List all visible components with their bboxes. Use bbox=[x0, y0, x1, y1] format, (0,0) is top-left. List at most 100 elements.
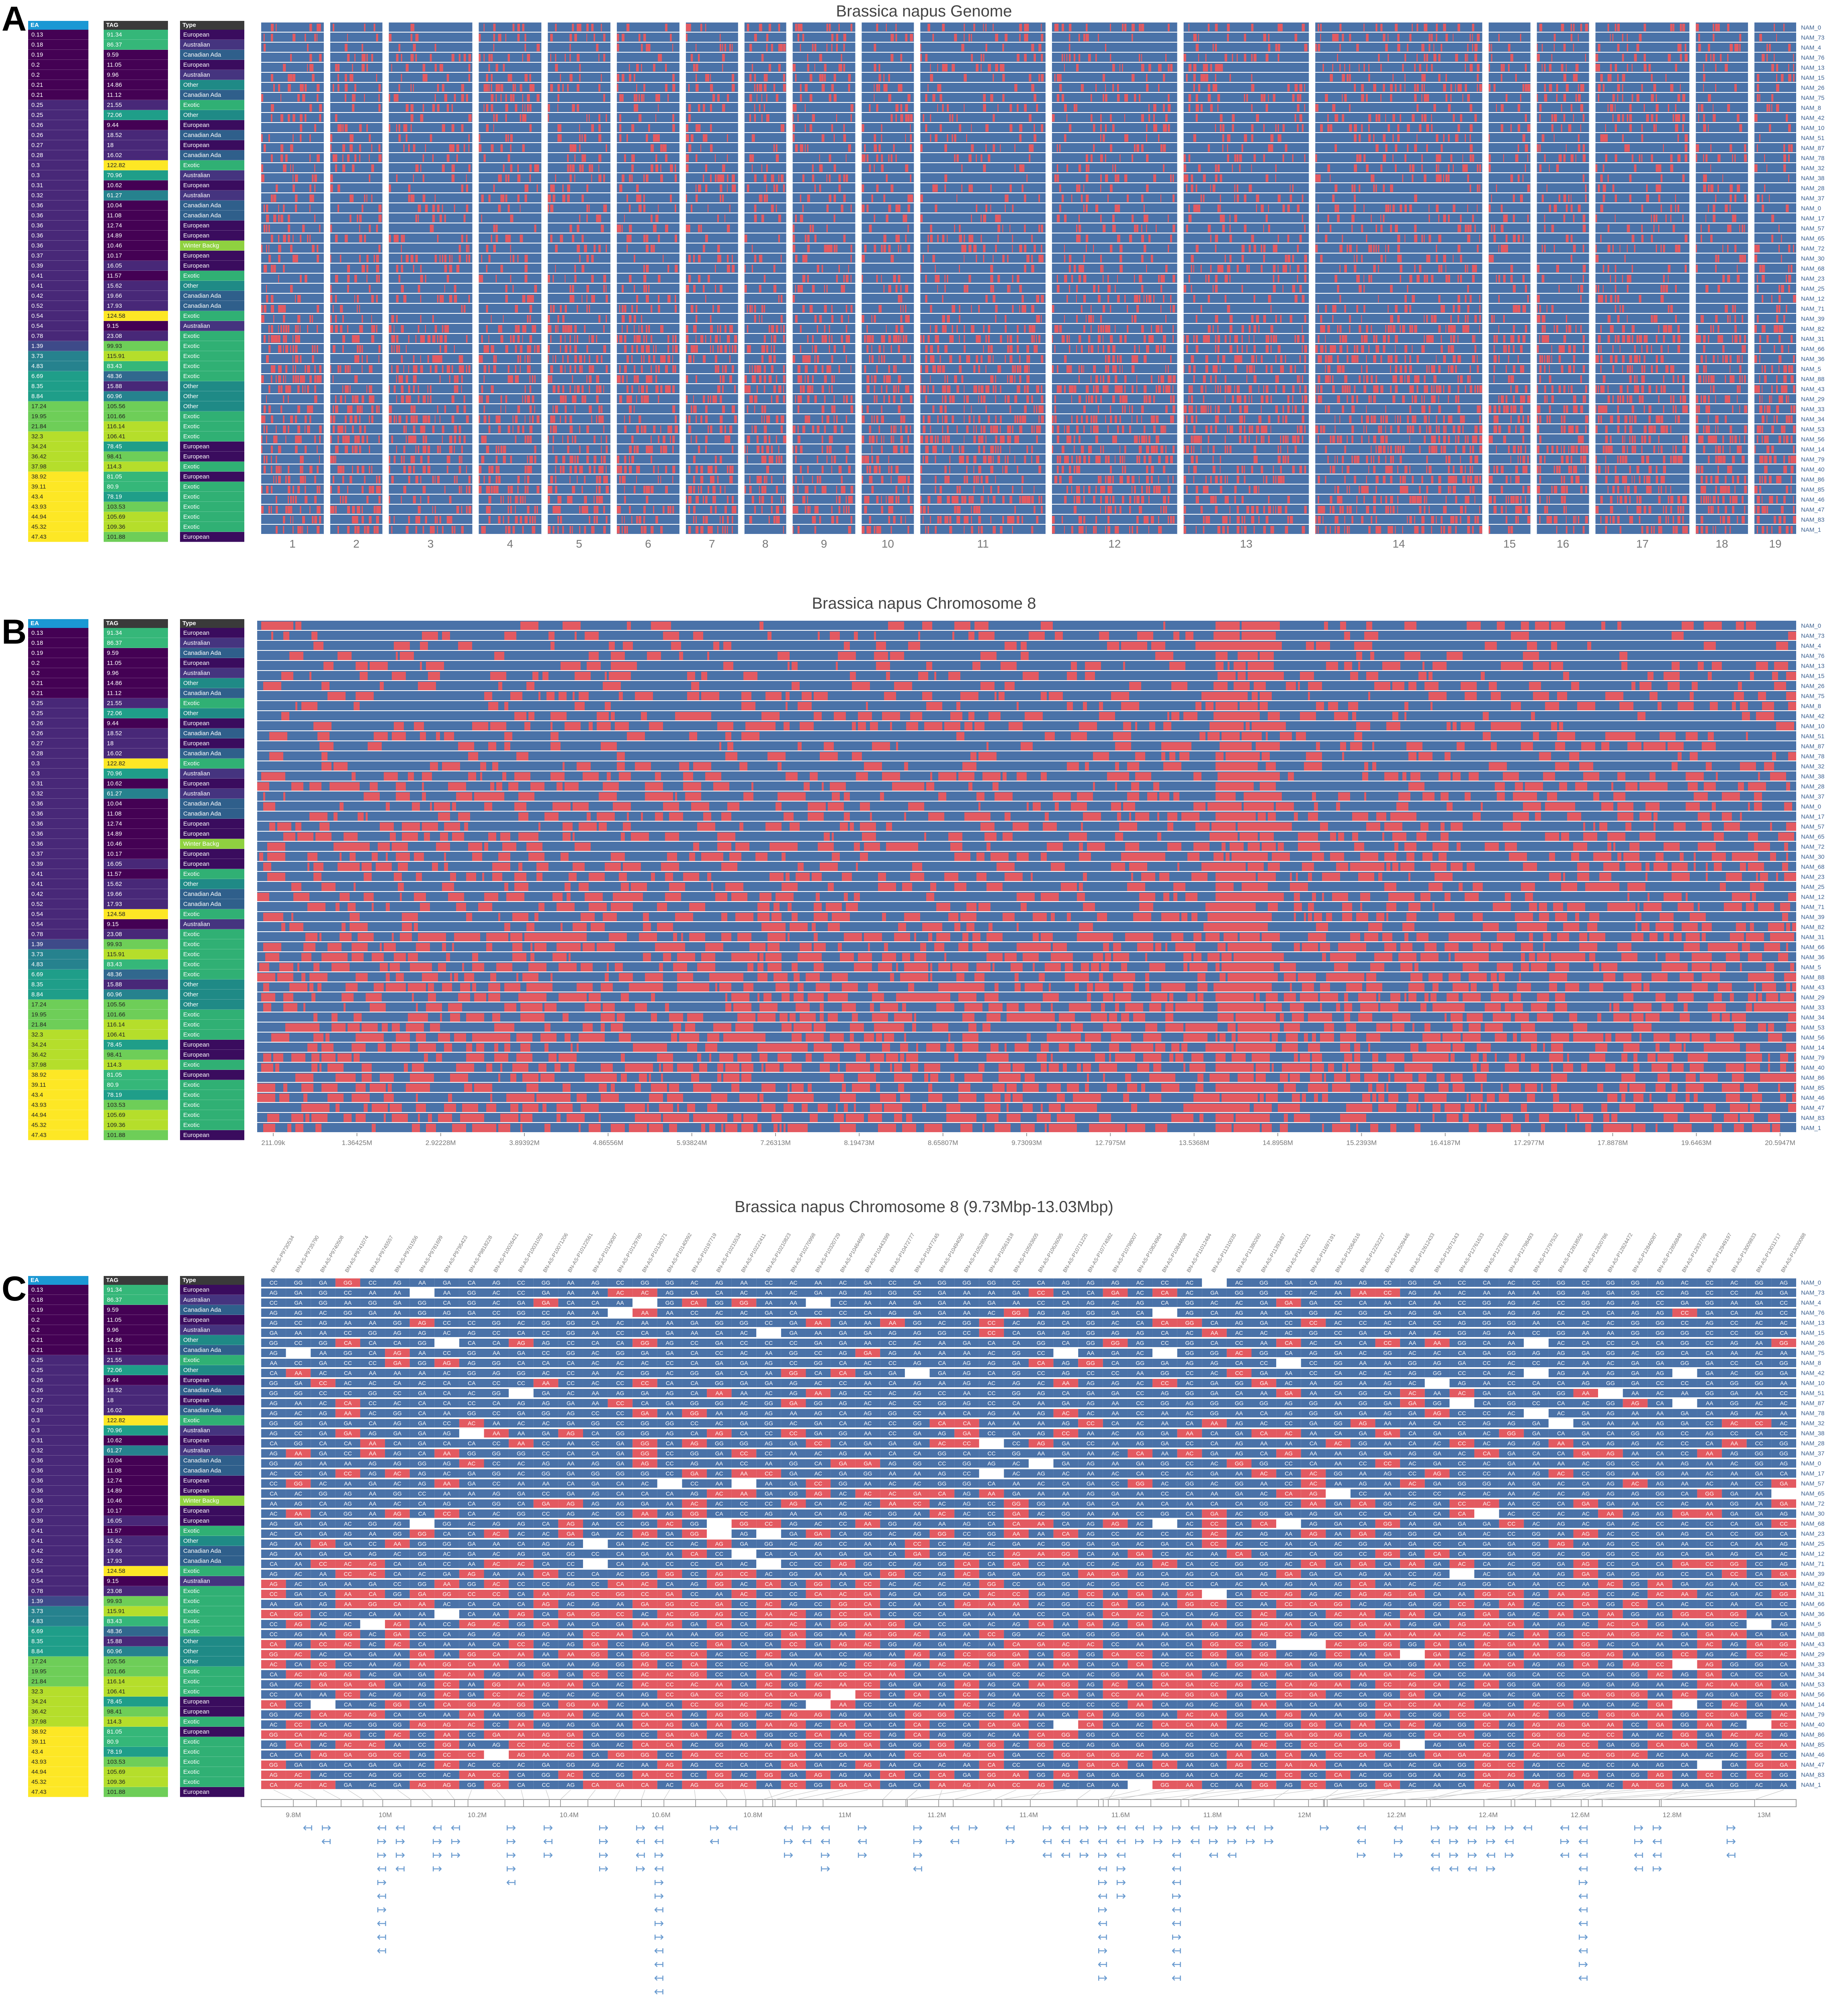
position-tick-label: 14.8958M bbox=[1263, 1139, 1293, 1147]
position-tick-label: 11.8M bbox=[1203, 1811, 1222, 1819]
annotation-cell-type: Other bbox=[180, 110, 244, 120]
annotation-cell-tag: 70.96 bbox=[104, 170, 168, 180]
sample-label: NAM_36 bbox=[1801, 356, 1824, 363]
position-tick-label: 211.09k bbox=[261, 1139, 285, 1147]
annotation-cell-ea: 0.27 bbox=[28, 738, 88, 748]
annotation-cell-tag: 105.56 bbox=[104, 1656, 168, 1667]
chromosome-block bbox=[548, 22, 611, 535]
sample-label: NAM_56 bbox=[1801, 1035, 1824, 1041]
annotation-cell-type: Other bbox=[180, 80, 244, 90]
gene-arrow-icon: ↦ bbox=[1559, 1834, 1570, 1849]
annotation-cell-type: Australian bbox=[180, 321, 244, 331]
sample-label: NAM_85 bbox=[1801, 1085, 1824, 1092]
gene-arrow-icon: ↦ bbox=[1097, 1944, 1107, 1958]
annotation-cell-tag: 48.36 bbox=[104, 969, 168, 979]
annotation-cell-tag: 11.57 bbox=[104, 1526, 168, 1536]
position-tick-label: 10M bbox=[379, 1811, 392, 1819]
sample-label: NAM_0 bbox=[1801, 205, 1821, 212]
gene-arrow-icon: ↤ bbox=[1578, 1971, 1588, 1985]
annotation-header-tag: TAG bbox=[104, 619, 168, 628]
annotation-cell-ea: 0.78 bbox=[28, 1586, 88, 1596]
annotation-cell-tag: 14.89 bbox=[104, 231, 168, 241]
sample-label: NAM_83 bbox=[1801, 517, 1824, 523]
gene-arrow-icon: ↦ bbox=[968, 1821, 978, 1835]
marker-label: BN-AS-P10136371 bbox=[641, 1232, 668, 1273]
annotation-cell-type: Other bbox=[180, 1335, 244, 1345]
gene-arrow-icon: ↦ bbox=[598, 1834, 608, 1849]
annotation-cell-tag: 72.06 bbox=[104, 110, 168, 120]
annotation-cell-type: Exotic bbox=[180, 1415, 244, 1425]
gene-arrow-icon: ↤ bbox=[1578, 1862, 1588, 1876]
annotation-cell-type: Exotic bbox=[180, 1566, 244, 1576]
annotation-cell-tag: 16.05 bbox=[104, 1516, 168, 1526]
gene-arrow-icon: ↦ bbox=[395, 1834, 405, 1849]
sample-label: NAM_65 bbox=[1801, 1491, 1824, 1497]
annotation-cell-type: Exotic bbox=[180, 1010, 244, 1020]
annotation-cell-ea: 1.39 bbox=[28, 341, 88, 351]
gene-arrow-icon: ↤ bbox=[709, 1834, 719, 1849]
marker-label: BN-AS-P10774582 bbox=[1087, 1232, 1114, 1273]
gene-arrow-icon: ↤ bbox=[1578, 1889, 1588, 1903]
annotation-cell-tag: 15.62 bbox=[104, 1536, 168, 1546]
sample-label: NAM_15 bbox=[1801, 75, 1824, 82]
position-tick-label: 10.8M bbox=[743, 1811, 762, 1819]
gene-arrow-icon: ↤ bbox=[654, 1957, 664, 1971]
annotation-cell-tag: 106.41 bbox=[104, 1687, 168, 1697]
gene-arrow-icon: ↦ bbox=[598, 1848, 608, 1862]
annotation-cell-tag: 115.91 bbox=[104, 1606, 168, 1616]
annotation-cell-ea: 43.4 bbox=[28, 1747, 88, 1757]
gene-arrow-icon: ↦ bbox=[1504, 1848, 1514, 1862]
panel-c-genotype-map: CC GG GA GG CC AG AA GA CA AG CC GG AA AG CC GG GG AC AG AA… bbox=[261, 1278, 1824, 1999]
sample-label: NAM_65 bbox=[1801, 235, 1824, 242]
sample-label: NAM_8 bbox=[1801, 1360, 1821, 1367]
annotation-cell-type: European bbox=[180, 30, 244, 40]
annotation-cell-ea: 47.43 bbox=[28, 532, 88, 542]
gene-arrow-icon: ↦ bbox=[450, 1848, 460, 1862]
annotation-cell-type: European bbox=[180, 120, 244, 130]
annotation-cell-ea: 34.24 bbox=[28, 442, 88, 452]
gene-arrow-icon: ↤ bbox=[1559, 1821, 1570, 1835]
chromosome-block bbox=[330, 22, 383, 535]
gene-arrow-icon: ↤ bbox=[1559, 1848, 1570, 1862]
annotation-cell-type: European bbox=[180, 1130, 244, 1140]
annotation-cell-ea: 8.35 bbox=[28, 1636, 88, 1646]
annotation-cell-type: Exotic bbox=[180, 1100, 244, 1110]
chromosome-block bbox=[1052, 22, 1177, 535]
panel-c-letter: C bbox=[2, 1272, 27, 1306]
annotation-cell-tag: 124.58 bbox=[104, 1566, 168, 1576]
annotation-cell-tag: 109.36 bbox=[104, 522, 168, 532]
gene-arrow-icon: ↦ bbox=[1578, 1930, 1588, 1944]
annotation-cell-type: Australian bbox=[180, 1576, 244, 1586]
annotation-cell-tag: 9.15 bbox=[104, 919, 168, 929]
annotation-cell-tag: 11.08 bbox=[104, 809, 168, 819]
sample-label: NAM_85 bbox=[1801, 487, 1824, 493]
gene-arrow-icon: ↦ bbox=[1227, 1821, 1237, 1835]
gene-arrow-icon: ↦ bbox=[1726, 1821, 1736, 1835]
annotation-cell-ea: 0.52 bbox=[28, 1556, 88, 1566]
gene-arrow-icon: ↤ bbox=[1097, 1916, 1107, 1930]
annotation-cell-tag: 14.86 bbox=[104, 1335, 168, 1345]
annotation-cell-ea: 0.3 bbox=[28, 1425, 88, 1435]
chromosome-block bbox=[1315, 22, 1483, 535]
annotation-cell-type: Winter Backg bbox=[180, 1496, 244, 1506]
panel-c: C Brassica napus Chromosome 8 (9.73Mbp-1… bbox=[0, 1189, 1848, 2008]
sample-label: NAM_5 bbox=[1801, 1621, 1821, 1628]
annotation-cell-ea: 8.84 bbox=[28, 1646, 88, 1656]
marker-label: BN-AS-P12820786 bbox=[1582, 1232, 1609, 1273]
annotation-cell-ea: 0.37 bbox=[28, 849, 88, 859]
marker-label: BN-AS-P10844608 bbox=[1160, 1232, 1188, 1273]
annotation-cell-ea: 0.39 bbox=[28, 859, 88, 869]
marker-label: BN-AS-P12856848 bbox=[1656, 1232, 1683, 1273]
annotation-cell-type: Exotic bbox=[180, 1120, 244, 1130]
gene-arrow-icon: ↤ bbox=[1578, 1903, 1588, 1917]
annotation-cell-type: European bbox=[180, 452, 244, 462]
annotation-cell-ea: 6.69 bbox=[28, 371, 88, 381]
chromosome-label: 16 bbox=[1557, 538, 1569, 550]
marker-label: BN-AS-P10270998 bbox=[789, 1232, 817, 1273]
gene-arrow-icon: ↤ bbox=[1097, 1957, 1107, 1971]
annotation-column-ea: EA 0.13 0.18 0.19 0.2 0.2 0.21 0.21 0.25 0.25 0.26… bbox=[28, 1276, 88, 1797]
gene-arrow-icon: ↤ bbox=[1097, 1889, 1107, 1903]
annotation-cell-tag: 11.05 bbox=[104, 60, 168, 70]
annotation-cell-type: Exotic bbox=[180, 969, 244, 979]
gene-arrow-icon: ↦ bbox=[783, 1848, 793, 1862]
